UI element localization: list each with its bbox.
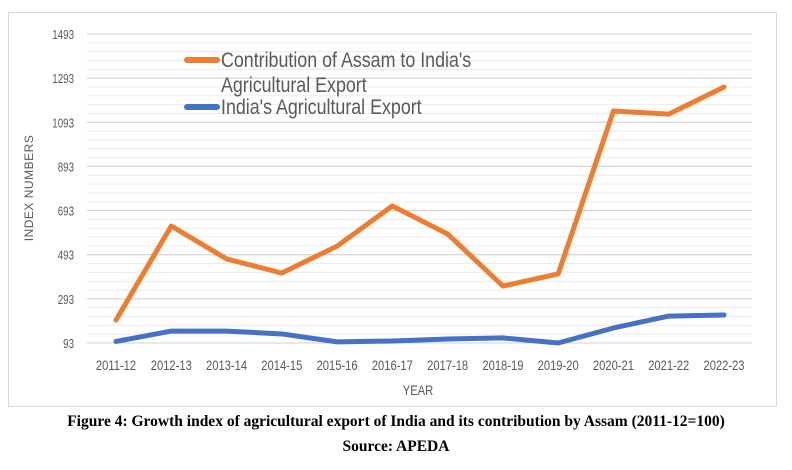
- figure-caption: Figure 4: Growth index of agricultural e…: [67, 413, 725, 430]
- y-tick-label: 693: [58, 205, 74, 219]
- x-tick-label: 2018-19: [482, 358, 523, 373]
- x-tick-label: 2016-17: [372, 358, 413, 373]
- y-tick-label: 293: [58, 294, 74, 308]
- y-tick-label: 1493: [52, 29, 74, 43]
- series-line-0: [113, 84, 727, 323]
- x-axis-label: YEAR: [403, 383, 433, 398]
- x-tick-label: 2022-23: [703, 358, 744, 373]
- y-tick-label: 893: [58, 161, 74, 175]
- series-line-1: [113, 312, 727, 346]
- y-tick-label: 1293: [52, 73, 74, 87]
- y-tick-label: 93: [63, 338, 74, 352]
- y-axis-label: INDEX NUMBERS: [22, 135, 36, 242]
- legend-label-india: India's Agricultural Export: [221, 96, 422, 120]
- y-tick-label: 1093: [52, 117, 74, 131]
- line-chart: 93 293 493 693 893 1093 1293 1493 2011-12 2012-13…: [22, 29, 752, 398]
- x-tick-label: 2020-21: [593, 358, 634, 373]
- legend-label-assam: Contribution of Assam to India's: [221, 49, 471, 73]
- x-tick-label: 2014-15: [261, 358, 302, 373]
- legend-label-assam-line2: Agricultural Export: [221, 74, 367, 98]
- x-tick-label: 2017-18: [427, 358, 468, 373]
- source-caption: Source: APEDA: [342, 438, 450, 455]
- x-tick-label: 2013-14: [206, 358, 247, 373]
- x-tick-label: 2021-22: [648, 358, 689, 373]
- x-tick-label: 2019-20: [538, 358, 579, 373]
- x-tick-label: 2015-16: [317, 358, 358, 373]
- x-tick-label: 2012-13: [151, 358, 192, 373]
- y-tick-label: 493: [58, 250, 74, 264]
- x-tick-label: 2011-12: [96, 358, 136, 373]
